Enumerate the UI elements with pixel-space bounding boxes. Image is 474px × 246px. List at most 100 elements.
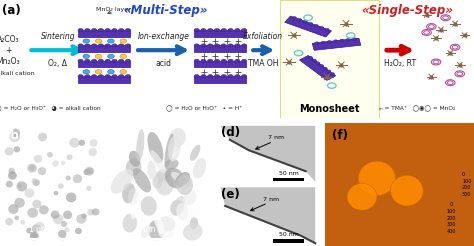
Ellipse shape <box>130 189 141 219</box>
Circle shape <box>112 59 117 62</box>
Ellipse shape <box>27 164 37 173</box>
Ellipse shape <box>110 169 133 194</box>
Ellipse shape <box>164 134 174 167</box>
Circle shape <box>340 39 344 42</box>
Circle shape <box>98 75 103 78</box>
Ellipse shape <box>165 168 184 188</box>
Circle shape <box>91 29 97 32</box>
Circle shape <box>242 29 247 32</box>
Ellipse shape <box>169 128 186 147</box>
Text: ◯ = H₂O or H₃O⁺   • = H⁺: ◯ = H₂O or H₃O⁺ • = H⁺ <box>165 106 242 112</box>
Ellipse shape <box>92 208 100 215</box>
Circle shape <box>201 44 206 47</box>
Text: Exfoliation: Exfoliation <box>243 32 283 41</box>
Text: (d): (d) <box>221 126 240 139</box>
Circle shape <box>327 70 331 73</box>
Ellipse shape <box>136 129 144 162</box>
Circle shape <box>214 44 219 47</box>
Circle shape <box>208 75 213 78</box>
Circle shape <box>319 64 324 67</box>
Ellipse shape <box>9 168 15 174</box>
Circle shape <box>309 22 313 25</box>
Circle shape <box>321 41 325 44</box>
Circle shape <box>125 75 131 78</box>
Ellipse shape <box>54 211 59 215</box>
Circle shape <box>221 29 227 32</box>
Ellipse shape <box>176 174 193 195</box>
Text: (b): (b) <box>5 129 24 142</box>
Ellipse shape <box>6 181 13 187</box>
Circle shape <box>208 44 213 47</box>
Circle shape <box>78 44 83 47</box>
Circle shape <box>242 44 247 47</box>
Text: 7 nm: 7 nm <box>268 135 284 140</box>
Circle shape <box>330 73 335 75</box>
Ellipse shape <box>141 225 152 238</box>
Ellipse shape <box>87 168 93 174</box>
Ellipse shape <box>168 135 181 162</box>
Circle shape <box>125 44 131 47</box>
Ellipse shape <box>5 218 13 226</box>
Circle shape <box>228 44 233 47</box>
Ellipse shape <box>128 189 139 204</box>
Circle shape <box>303 20 307 23</box>
Circle shape <box>228 59 233 62</box>
Text: ₘ = TMA⁺   ◯◉◯ = MnO₂: ₘ = TMA⁺ ◯◉◯ = MnO₂ <box>379 106 455 112</box>
Circle shape <box>95 39 102 43</box>
Circle shape <box>194 75 200 78</box>
Circle shape <box>221 75 227 78</box>
Bar <box>78 46 130 52</box>
Ellipse shape <box>154 171 173 196</box>
Ellipse shape <box>141 196 157 216</box>
Bar <box>273 178 304 181</box>
Circle shape <box>214 59 219 62</box>
Bar <box>194 30 246 37</box>
Circle shape <box>95 70 102 74</box>
Circle shape <box>201 75 206 78</box>
Text: 1 μm: 1 μm <box>136 225 155 234</box>
Ellipse shape <box>27 208 38 218</box>
Ellipse shape <box>17 181 27 192</box>
Text: (f): (f) <box>332 129 348 142</box>
Text: Ion-exchange: Ion-exchange <box>137 32 190 41</box>
Ellipse shape <box>150 150 165 173</box>
Circle shape <box>235 59 240 62</box>
Ellipse shape <box>133 168 151 192</box>
Circle shape <box>95 54 102 59</box>
Ellipse shape <box>66 192 76 202</box>
Circle shape <box>120 70 127 74</box>
Ellipse shape <box>90 139 98 147</box>
Circle shape <box>319 26 324 29</box>
Polygon shape <box>220 187 315 243</box>
Ellipse shape <box>69 138 80 148</box>
Ellipse shape <box>11 129 20 138</box>
Circle shape <box>118 44 124 47</box>
Circle shape <box>98 29 103 32</box>
Ellipse shape <box>170 200 183 216</box>
Circle shape <box>309 56 313 59</box>
Bar <box>273 239 304 243</box>
Ellipse shape <box>30 231 39 239</box>
Circle shape <box>83 54 90 59</box>
Ellipse shape <box>123 214 137 232</box>
Circle shape <box>314 24 318 27</box>
Bar <box>194 76 246 83</box>
Circle shape <box>221 59 227 62</box>
Ellipse shape <box>9 132 20 142</box>
Text: «Multi-Step»: «Multi-Step» <box>124 3 208 16</box>
Circle shape <box>242 75 247 78</box>
Circle shape <box>85 75 90 78</box>
Text: TMA OH: TMA OH <box>248 59 278 68</box>
Ellipse shape <box>157 216 175 231</box>
Ellipse shape <box>63 211 72 219</box>
Ellipse shape <box>81 214 87 219</box>
Ellipse shape <box>66 154 73 160</box>
Circle shape <box>214 75 219 78</box>
Ellipse shape <box>391 175 423 206</box>
Ellipse shape <box>20 220 25 225</box>
Ellipse shape <box>190 145 201 161</box>
Ellipse shape <box>54 191 58 195</box>
Text: ◯ = H₂O or H₃O⁺   ◕ = alkali cation: ◯ = H₂O or H₃O⁺ ◕ = alkali cation <box>0 106 100 112</box>
Circle shape <box>105 75 110 78</box>
Circle shape <box>235 29 240 32</box>
